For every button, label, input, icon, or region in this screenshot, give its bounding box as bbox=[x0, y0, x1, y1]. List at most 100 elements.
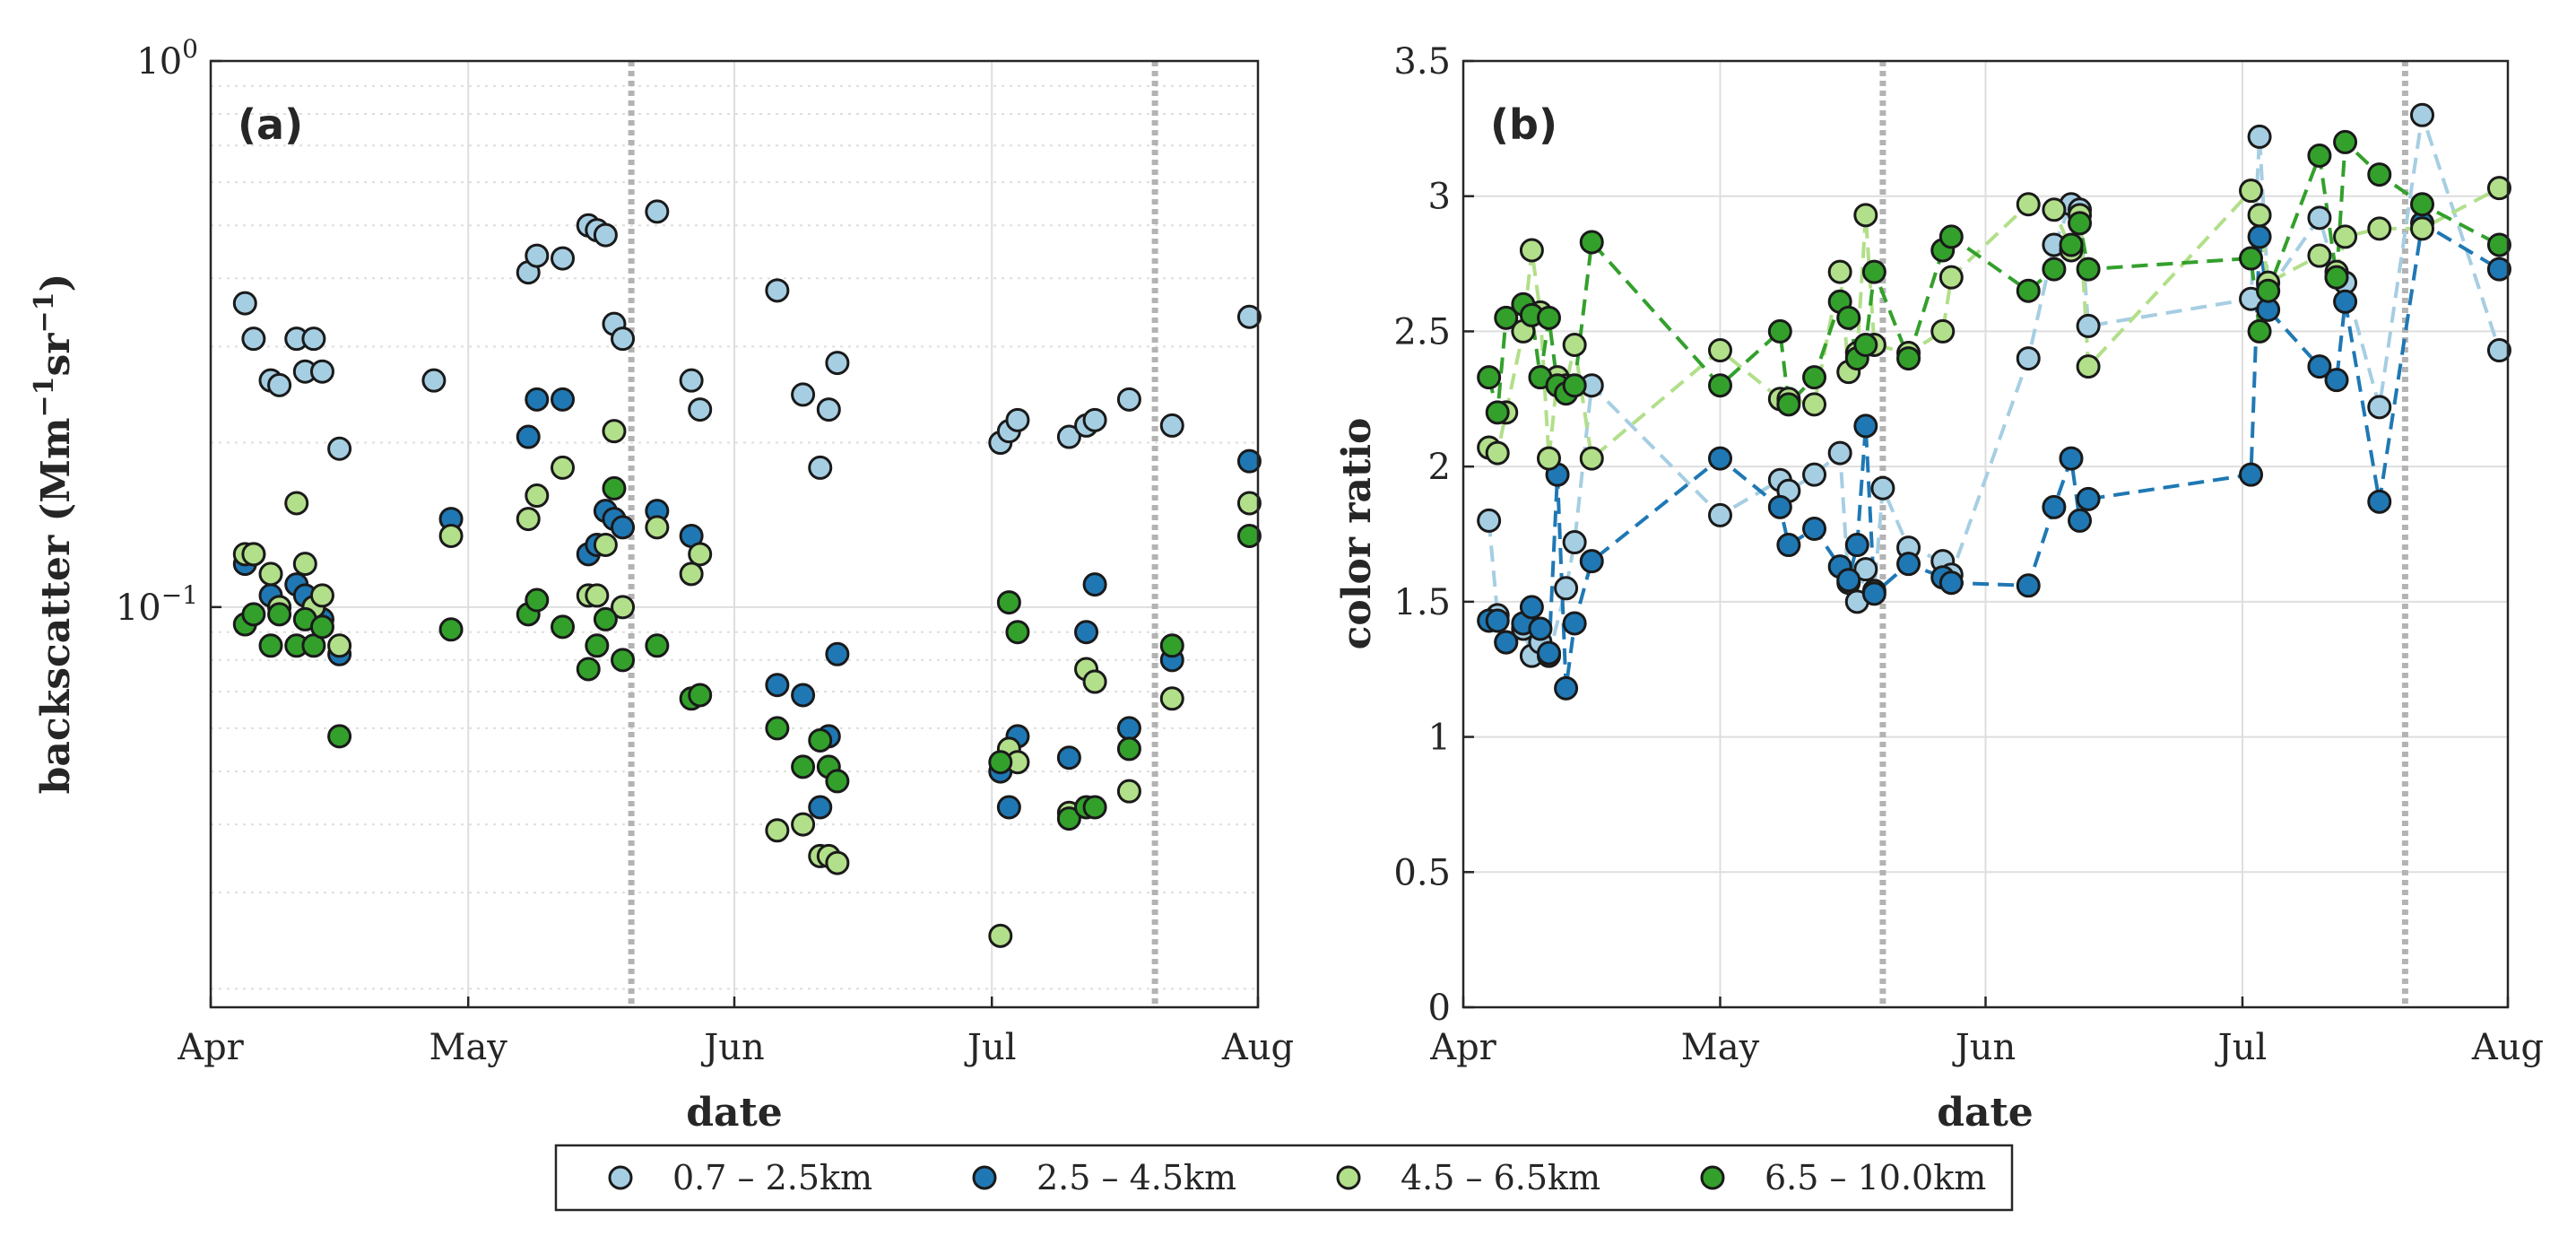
data-point bbox=[327, 633, 352, 658]
data-point bbox=[2042, 494, 2067, 519]
data-point bbox=[232, 291, 257, 316]
legend-marker bbox=[972, 1165, 997, 1190]
data-point bbox=[309, 359, 334, 384]
data-point bbox=[2324, 265, 2349, 290]
series-6.5-10.0 bbox=[232, 475, 1262, 831]
data-point bbox=[765, 716, 790, 741]
data-point bbox=[1236, 304, 1262, 329]
data-point bbox=[1159, 413, 1184, 438]
data-point bbox=[1494, 305, 1519, 330]
legend-marker bbox=[1700, 1165, 1725, 1190]
data-point bbox=[1562, 611, 1587, 636]
data-point bbox=[1767, 318, 1792, 344]
data-point bbox=[2410, 192, 2435, 217]
data-point bbox=[2486, 257, 2511, 282]
data-point bbox=[1802, 392, 1827, 417]
data-point bbox=[2486, 176, 2511, 201]
data-point bbox=[327, 724, 352, 749]
data-point bbox=[1853, 557, 1878, 582]
data-point bbox=[602, 475, 627, 500]
data-point bbox=[2239, 178, 2264, 204]
data-point bbox=[2256, 278, 2281, 303]
data-point bbox=[1485, 608, 1510, 633]
ylabel-mid: sr bbox=[33, 333, 79, 377]
x-tick-label: Jun bbox=[1952, 1027, 2017, 1068]
data-point bbox=[1802, 516, 1827, 541]
data-point bbox=[1236, 448, 1262, 474]
legend-label: 6.5 – 10.0km bbox=[1765, 1158, 1986, 1197]
data-point bbox=[2239, 462, 2264, 487]
data-point bbox=[1477, 508, 1502, 533]
data-point bbox=[825, 641, 850, 666]
data-point bbox=[267, 602, 292, 627]
data-point bbox=[1767, 494, 1792, 519]
data-point bbox=[1707, 338, 1732, 363]
data-point bbox=[825, 351, 850, 376]
x-tick-label: Jul bbox=[2215, 1027, 2268, 1068]
data-point bbox=[1707, 446, 1732, 471]
data-point bbox=[688, 683, 713, 708]
data-point bbox=[2059, 232, 2084, 257]
data-point bbox=[438, 617, 464, 642]
data-point bbox=[2016, 278, 2041, 303]
data-point bbox=[2016, 573, 2041, 598]
data-point bbox=[1159, 633, 1184, 658]
data-point bbox=[765, 818, 790, 843]
data-point bbox=[1116, 736, 1141, 762]
data-point bbox=[1056, 745, 1081, 770]
data-point bbox=[2307, 205, 2332, 231]
data-point bbox=[688, 542, 713, 567]
data-point bbox=[1861, 259, 1886, 284]
x-tick-label: Jun bbox=[700, 1027, 765, 1068]
data-point bbox=[825, 850, 850, 875]
data-point bbox=[825, 769, 850, 794]
data-point bbox=[1082, 407, 1107, 432]
data-point bbox=[576, 657, 601, 682]
data-point bbox=[593, 222, 618, 248]
data-point bbox=[1485, 400, 1510, 425]
data-point bbox=[1082, 795, 1107, 820]
data-point bbox=[1005, 407, 1030, 432]
data-point bbox=[2076, 486, 2101, 511]
data-point bbox=[988, 750, 1013, 775]
legend-label: 0.7 – 2.5km bbox=[672, 1158, 872, 1197]
data-point bbox=[1116, 716, 1141, 741]
data-point bbox=[1579, 549, 1604, 574]
x-tick-label: Apr bbox=[1429, 1027, 1496, 1068]
data-point bbox=[791, 812, 816, 837]
data-point bbox=[1853, 203, 1878, 228]
data-point bbox=[679, 561, 704, 587]
data-point bbox=[2042, 197, 2067, 222]
data-point bbox=[2307, 144, 2332, 168]
data-point bbox=[645, 633, 670, 658]
data-point bbox=[688, 397, 713, 422]
y-tick-label: 3 bbox=[1428, 177, 1451, 218]
legend-label: 2.5 – 4.5km bbox=[1036, 1158, 1236, 1197]
data-point bbox=[1116, 779, 1141, 804]
data-point bbox=[1236, 523, 1262, 548]
data-point bbox=[791, 382, 816, 407]
data-point bbox=[2016, 346, 2041, 371]
data-point bbox=[2042, 257, 2067, 282]
data-point bbox=[593, 532, 618, 557]
data-point bbox=[525, 588, 550, 613]
data-point bbox=[2410, 216, 2435, 241]
data-point bbox=[551, 387, 576, 412]
data-point bbox=[1896, 552, 1921, 577]
data-point bbox=[585, 633, 610, 658]
data-point bbox=[1939, 224, 1964, 249]
panel-b-color-ratio: Apr May Jun Jul Aug 0 0.5 1 1.5 2 2.5 3 3.5 (b) date… bbox=[1334, 41, 2544, 1136]
data-point bbox=[1236, 491, 1262, 516]
data-point bbox=[2247, 224, 2272, 249]
data-point bbox=[765, 673, 790, 698]
data-point bbox=[2367, 395, 2392, 420]
data-point bbox=[516, 424, 541, 449]
data-point bbox=[808, 727, 833, 753]
legend-box bbox=[554, 1144, 2014, 1212]
legend-item-2.5-4.5: 2.5 – 4.5km bbox=[972, 1158, 1236, 1197]
data-point bbox=[1485, 440, 1510, 466]
legend-marker bbox=[608, 1165, 633, 1190]
data-point bbox=[996, 795, 1021, 820]
panel-a-label: (a) bbox=[238, 100, 303, 149]
